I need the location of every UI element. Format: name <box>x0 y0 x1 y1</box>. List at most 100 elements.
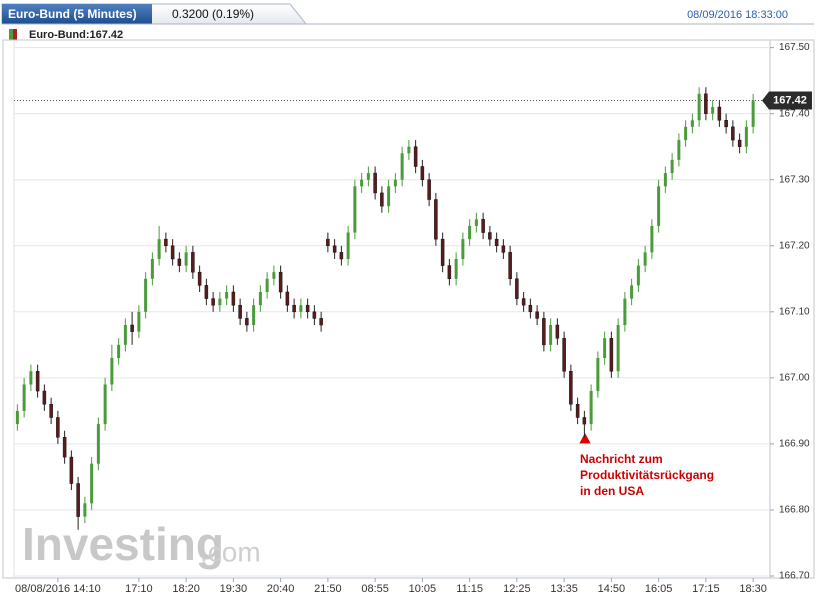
candle-body <box>589 391 593 425</box>
title: Euro-Bund (5 Minutes) <box>8 7 137 21</box>
candle-body <box>387 186 391 207</box>
candle-body <box>69 456 74 484</box>
candle-body <box>184 252 188 266</box>
candle-body <box>312 311 317 319</box>
x-tick-label: 08/08/2016 14:10 <box>15 583 101 595</box>
candle-body <box>90 463 94 504</box>
candle-body <box>278 271 283 293</box>
candle-body <box>22 384 26 411</box>
timestamp: 08/09/2016 18:33:00 <box>687 9 788 21</box>
candle-body <box>204 285 209 299</box>
candle-body <box>603 338 607 359</box>
y-tick-label: 167.10 <box>779 306 810 317</box>
y-tick-label: 167.20 <box>779 240 810 251</box>
candle-body <box>130 324 134 332</box>
candle-body <box>177 258 182 266</box>
y-tick-label: 167.30 <box>779 174 810 185</box>
candle-body <box>218 298 222 306</box>
candle-body <box>474 219 478 226</box>
candle-body <box>596 358 600 392</box>
candle-body <box>225 291 229 299</box>
candle-body <box>461 239 465 259</box>
candle-body <box>454 258 458 279</box>
candle-body <box>670 159 674 174</box>
candle-body <box>501 245 506 253</box>
candle-body <box>657 186 661 226</box>
candle-body <box>332 245 337 253</box>
candle-body <box>751 100 755 127</box>
candle-body <box>582 417 587 425</box>
candle-body <box>103 384 107 425</box>
candle-body <box>535 311 539 319</box>
candle-body <box>110 358 114 385</box>
candle-body <box>609 337 614 372</box>
candle-body <box>258 291 262 306</box>
candle-body <box>42 390 47 405</box>
candle-body <box>272 272 276 279</box>
candle-body <box>319 318 323 326</box>
candle-body <box>373 172 377 194</box>
candle-body <box>231 291 236 306</box>
candle-body <box>650 225 654 253</box>
candle-body <box>569 370 573 405</box>
plot: 166.70 166.80 166.90 167.00 167.10 167.20 167.… <box>14 42 812 595</box>
x-tick-label: 21:50 <box>314 583 342 595</box>
x-tick-label: 12:25 <box>503 583 531 595</box>
candle-body <box>420 166 425 180</box>
candle-body <box>684 126 688 141</box>
title-tab <box>2 4 152 24</box>
x-tick-label: 18:30 <box>739 583 767 595</box>
candle-body <box>630 285 634 299</box>
y-tick-label: 166.70 <box>779 571 810 582</box>
x-tick-label: 20:40 <box>267 583 295 595</box>
candle-body <box>326 238 330 247</box>
candle-body <box>83 503 87 517</box>
candle-body <box>494 238 499 247</box>
candle-body <box>144 278 148 312</box>
y-tick-label: 167.50 <box>779 42 810 53</box>
candle-body <box>400 153 404 180</box>
candle-body <box>508 252 512 280</box>
watermark-suffix: .com <box>200 536 261 567</box>
candle-body <box>717 106 722 121</box>
candle-body <box>150 258 154 279</box>
candle-body <box>339 252 344 260</box>
candle-body <box>407 146 411 154</box>
candle-body <box>380 192 384 207</box>
candle-body <box>724 120 728 128</box>
annotation: Nachricht zum Produktivitätsrückgang in de… <box>580 452 714 498</box>
x-tick-label: 14:50 <box>598 583 626 595</box>
candle-body <box>481 219 485 233</box>
candle-body <box>346 232 350 259</box>
candle-body <box>292 304 296 313</box>
last-price-label: 167.42 <box>773 94 807 106</box>
x-tick-label: 13:35 <box>550 583 578 595</box>
candle-body <box>413 146 418 167</box>
candle-body <box>636 265 640 286</box>
watermark: Investing <box>22 518 224 570</box>
candle-body <box>137 311 141 332</box>
plot-frame <box>2 39 815 579</box>
candle-body <box>49 404 53 418</box>
annotation-text: Nachricht zum <box>580 452 663 466</box>
candle-body <box>245 318 249 326</box>
candle-body <box>29 371 33 385</box>
candle-body <box>157 239 161 259</box>
y-tick-label: 167.40 <box>779 108 810 119</box>
candle-body <box>62 437 67 458</box>
candle-body <box>616 325 620 372</box>
annotation-text: in den USA <box>580 484 644 498</box>
candle-body <box>704 93 708 114</box>
candle-body <box>690 120 694 127</box>
candle-body <box>737 139 742 147</box>
x-tick-label: 17:15 <box>692 583 720 595</box>
y-tick-label: 167.00 <box>779 372 810 383</box>
candle-body <box>393 179 397 187</box>
candle-body <box>285 291 290 306</box>
legend: Euro-Bund:167.42 <box>29 29 123 41</box>
candle-body <box>427 179 431 200</box>
legend-icon-down <box>13 29 17 40</box>
candle-body <box>515 278 519 299</box>
candle-body <box>252 305 256 326</box>
